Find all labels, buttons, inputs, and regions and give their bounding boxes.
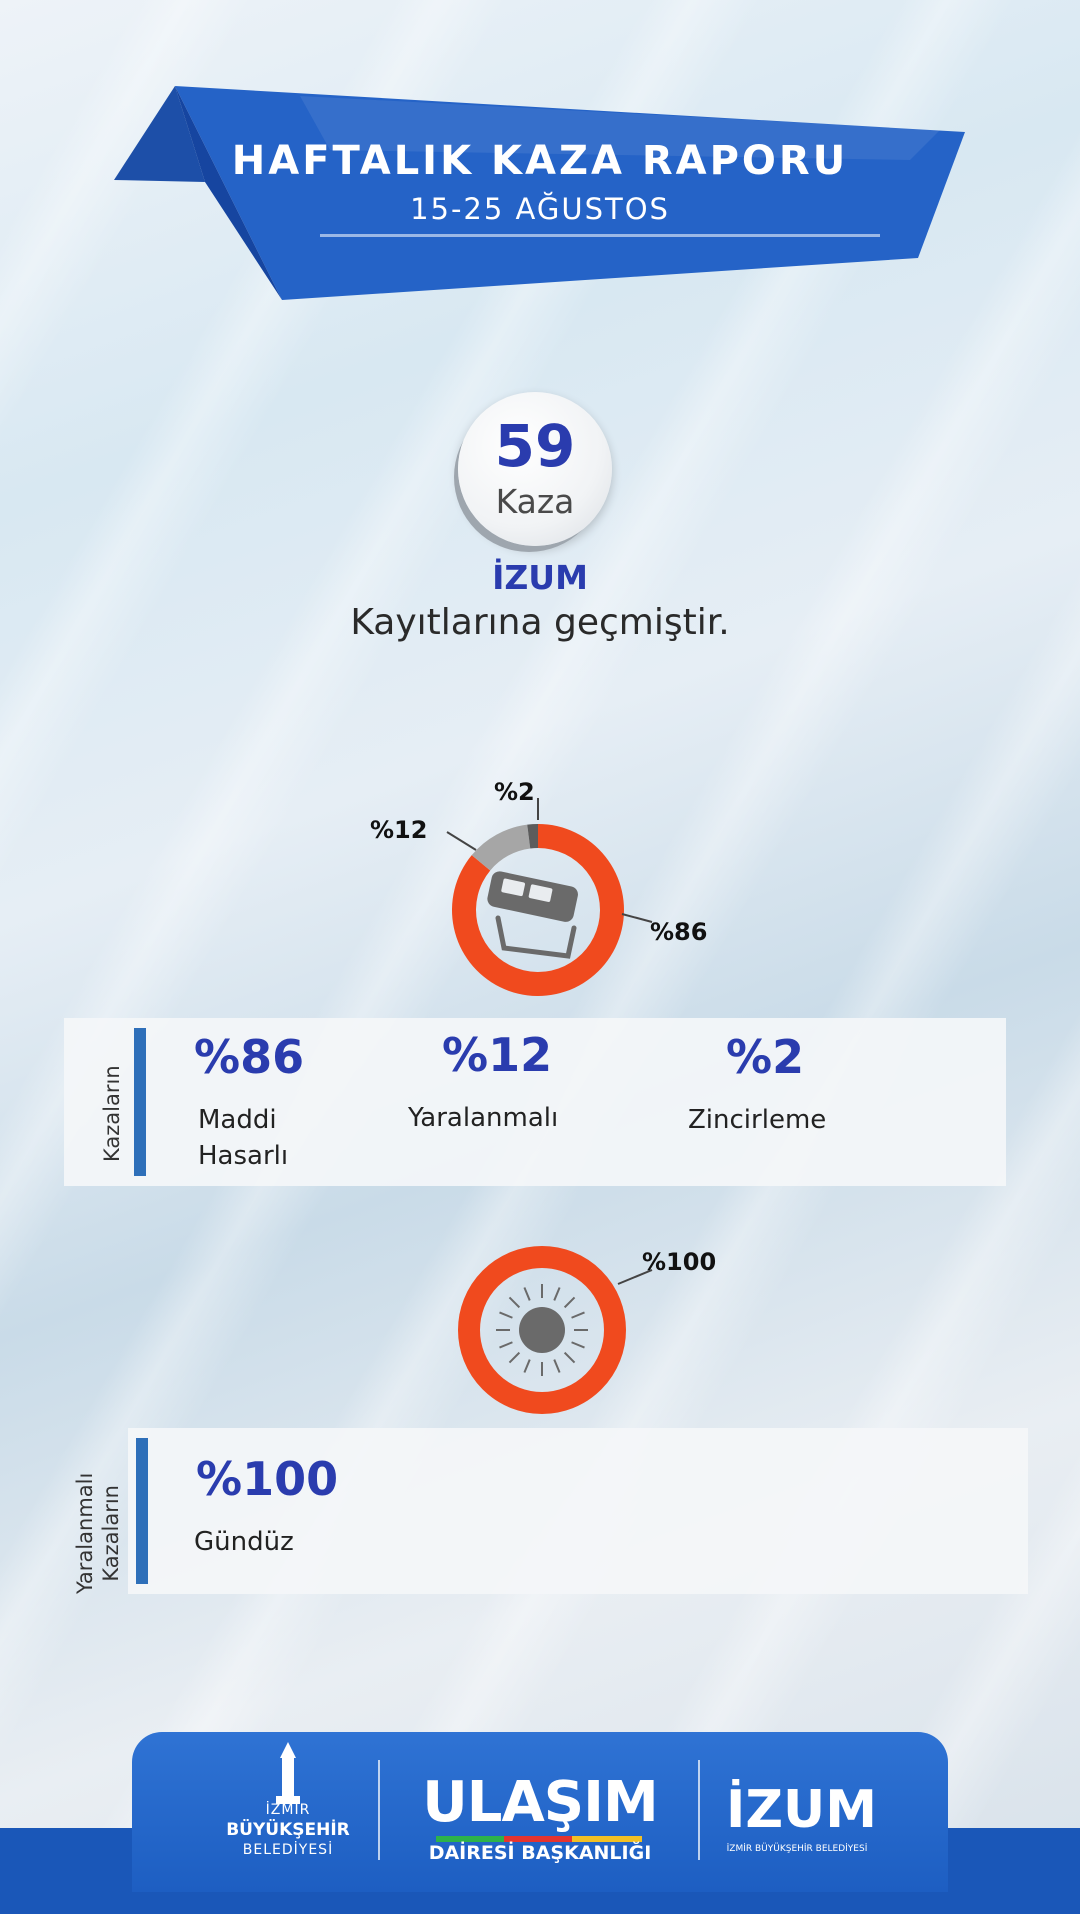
stat-yaralanmali-label: Yaralanmalı — [408, 1103, 559, 1133]
stat-gunduz-label: Gündüz — [194, 1527, 294, 1557]
banner-ribbon — [114, 86, 965, 300]
footer-bar — [132, 1732, 948, 1892]
total-accidents-badge: 59 Kaza — [458, 392, 612, 546]
injury-time-panel — [128, 1428, 1028, 1594]
accident-types-section-label: Kazaların — [100, 1065, 124, 1162]
source-name: İZUM — [492, 558, 588, 597]
donut-slice-gündüz — [458, 1246, 626, 1414]
ibb-logo-line1: İZMİR — [265, 1802, 311, 1818]
stat-gunduz-value: %100 — [196, 1452, 339, 1506]
stat-maddi-hasarli-value: %86 — [194, 1030, 305, 1084]
donut-slice-yaralanmalı — [471, 824, 531, 871]
ibb-logo-line2: BÜYÜKŞEHİR — [226, 1820, 350, 1840]
accident-type-donut-svg — [446, 798, 653, 996]
ibb-logo-line3: BELEDİYESİ — [242, 1842, 334, 1858]
clock-tower-icon — [276, 1742, 300, 1804]
car-crash-icon — [487, 871, 578, 959]
chart-label-zincirleme: %2 — [494, 778, 535, 806]
injury-time-section-label: Yaralanmalı Kazaların — [73, 1472, 123, 1594]
ulasim-color-stripe — [436, 1836, 642, 1842]
report-title: HAFTALIK KAZA RAPORU — [231, 138, 849, 184]
injury-time-donut: %100 — [440, 1230, 760, 1430]
source-text: Kayıtlarına geçmiştir. — [350, 602, 730, 643]
panel-accent-bar — [136, 1438, 148, 1584]
donut-slice-zincirleme — [527, 824, 538, 849]
footer-logos: İZMİR BÜYÜKŞEHİR BELEDİYESİ ULAŞIM DAİRE… — [0, 1720, 1080, 1914]
chart-label-gunduz: %100 — [642, 1248, 717, 1276]
stat-yaralanmali-value: %12 — [442, 1028, 553, 1082]
footer-divider — [698, 1760, 700, 1860]
ulasim-logo-title: ULAŞIM — [422, 1770, 658, 1835]
stat-zincirleme-value: %2 — [726, 1030, 805, 1084]
izum-logo-title: İZUM — [726, 1780, 878, 1840]
chart-label-yaralanmali: %12 — [370, 816, 428, 844]
accident-type-donut: %12 %2 %86 — [360, 770, 740, 1000]
stat-maddi-hasarli-label: Maddi Hasarlı — [198, 1105, 289, 1171]
sun-icon — [496, 1284, 588, 1376]
accident-types-panel: Kazaların %86 Maddi Hasarlı %12 Yaralanm… — [64, 1018, 1006, 1186]
izum-logo-subtitle: İZMİR BÜYÜKŞEHİR BELEDİYESİ — [726, 1844, 868, 1854]
panel-accent-bar — [134, 1028, 146, 1176]
footer-divider — [378, 1760, 380, 1860]
chart-label-maddi-hasarli: %86 — [650, 918, 708, 946]
ulasim-logo-subtitle: DAİRESİ BAŞKANLIĞI — [428, 1842, 652, 1864]
total-accidents-count: 59 — [494, 412, 576, 480]
injury-time-donut-svg — [458, 1246, 653, 1414]
stat-zincirleme-label: Zincirleme — [688, 1105, 827, 1135]
title-banner: HAFTALIK KAZA RAPORU 15-25 AĞUSTOS — [0, 0, 1080, 320]
total-accidents-label: Kaza — [495, 482, 575, 521]
report-date-range: 15-25 AĞUSTOS — [410, 192, 670, 226]
